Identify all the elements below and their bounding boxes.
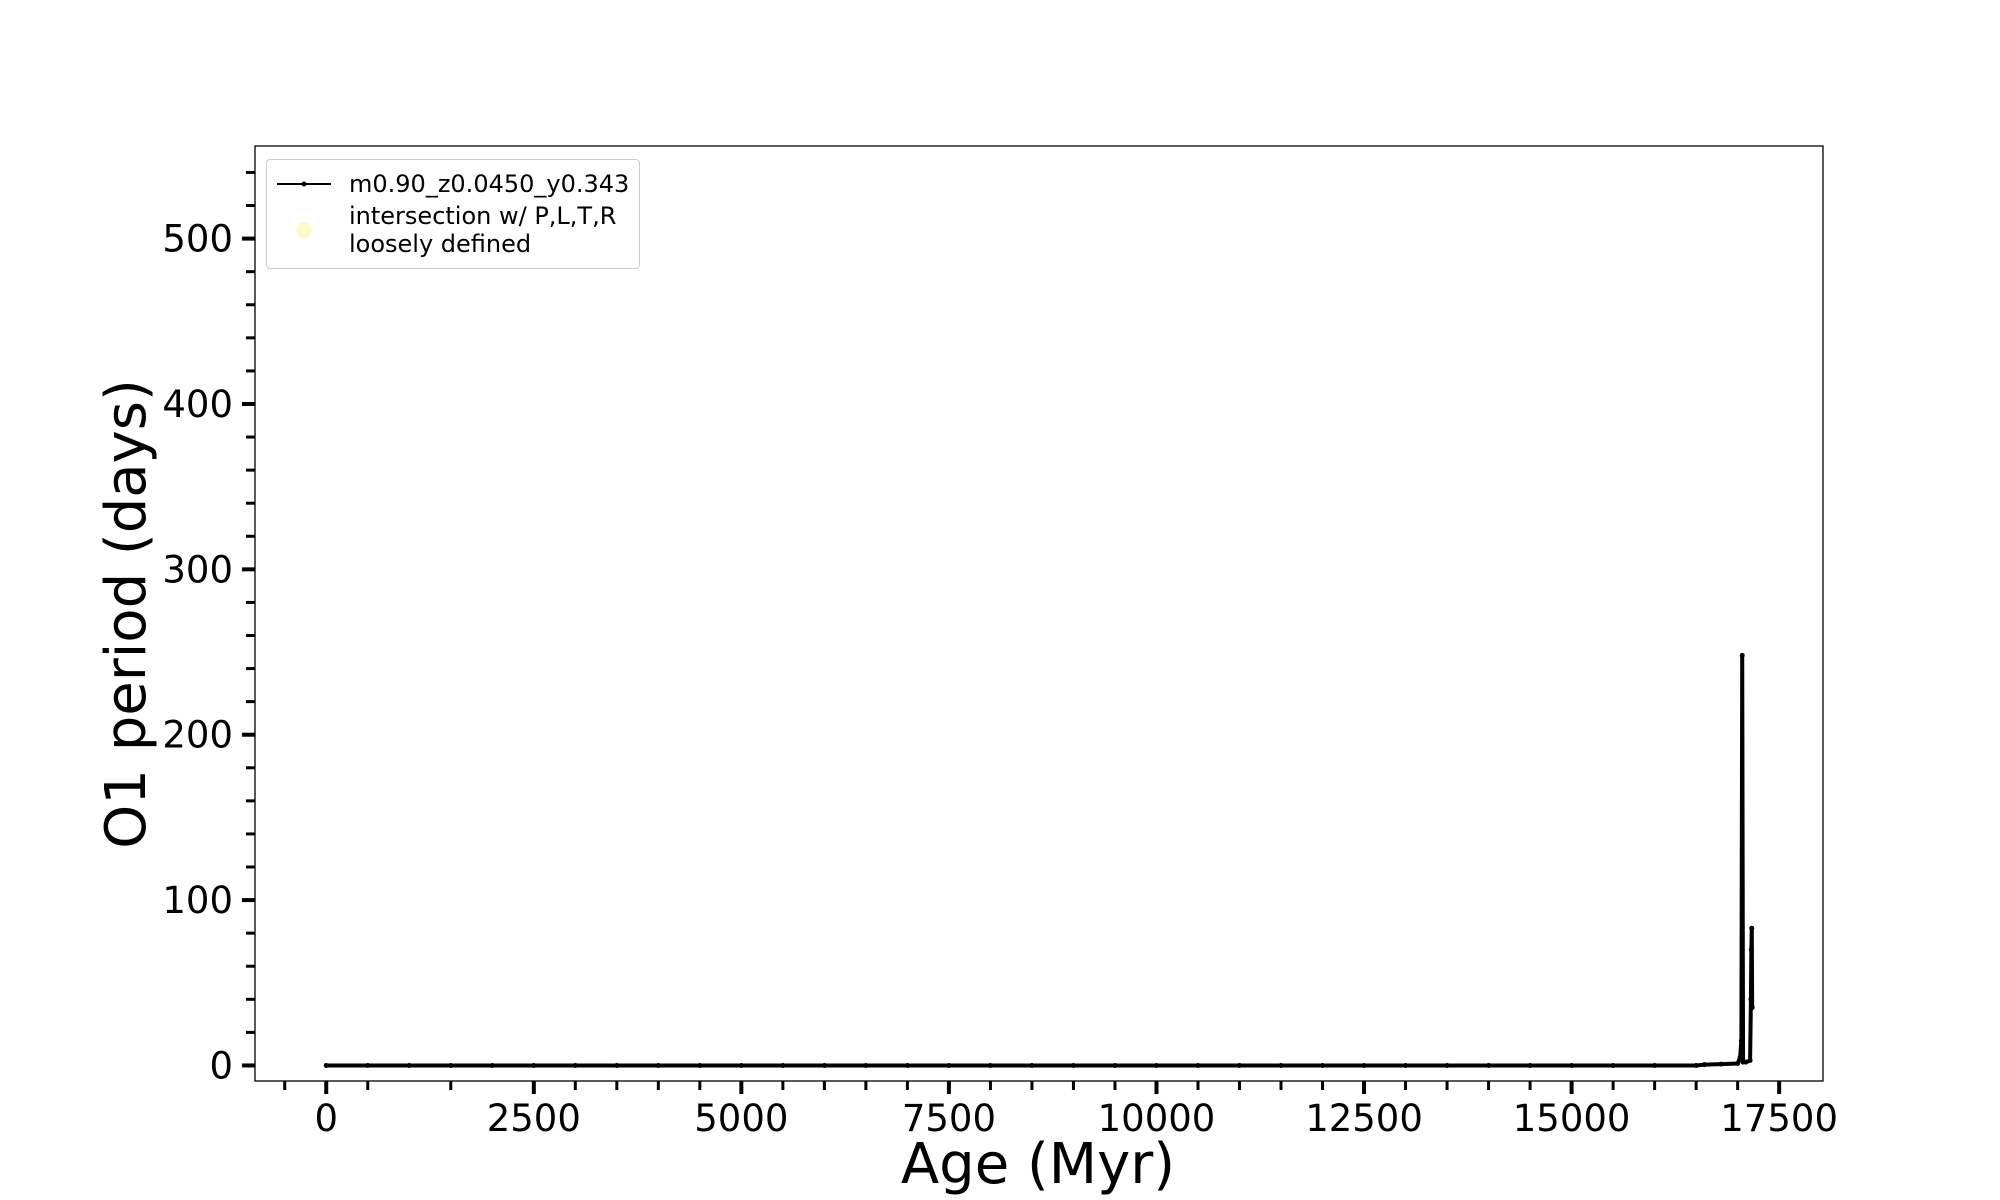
legend-marker [296,222,312,238]
data-point [738,1062,744,1068]
data-point [1237,1062,1243,1068]
data-point [1739,652,1745,658]
x-tick-label: 5000 [694,1097,788,1140]
y-axis-label: O1 period (days) [94,379,159,849]
x-tick-label: 0 [314,1097,338,1140]
x-tick-label: 17500 [1720,1097,1838,1140]
data-point [531,1062,537,1068]
plot-area [254,145,1824,1082]
data-point [1153,1062,1159,1068]
data-point [1652,1062,1658,1068]
x-tick-label: 10000 [1098,1097,1216,1140]
data-point [1486,1062,1492,1068]
data-point [1749,1005,1755,1011]
data-point [780,1062,786,1068]
data-point [1361,1062,1367,1068]
data-point [365,1062,371,1068]
data-point [1718,1061,1724,1067]
legend: m0.90_z0.0450_y0.343 intersection w/ P,L,… [266,159,641,269]
data-point [1444,1062,1450,1068]
data-point [1749,925,1755,931]
y-tick-label: 200 [162,714,233,757]
legend-key [277,181,331,187]
data-point [406,1062,412,1068]
data-point [572,1062,578,1068]
data-point [821,1062,827,1068]
y-tick-label: 500 [162,218,233,261]
legend-entry: m0.90_z0.0450_y0.343 [277,170,629,198]
data-point [904,1062,910,1068]
legend-entry: intersection w/ P,L,T,R loosely defined [277,202,629,258]
data-point [1320,1062,1326,1068]
data-point [946,1062,952,1068]
data-point [1747,1057,1753,1063]
data-point [1569,1062,1575,1068]
data-point [1403,1062,1409,1068]
data-point [614,1062,620,1068]
data-point [448,1062,454,1068]
data-point [1735,1060,1741,1066]
legend-marker [301,181,307,187]
data-point [1743,1059,1749,1065]
x-tick-label: 2500 [487,1097,581,1140]
data-point [1693,1062,1699,1068]
data-point [1610,1062,1616,1068]
legend-label: intersection w/ P,L,T,R loosely defined [349,202,617,258]
data-point [1738,1038,1744,1044]
y-tick-label: 300 [162,548,233,591]
data-point [1748,996,1754,1002]
data-point [323,1062,329,1068]
data-point [1748,947,1754,953]
data-point [863,1062,869,1068]
data-point [1737,1054,1743,1060]
x-tick-label: 7500 [902,1097,996,1140]
data-line [326,653,1755,1068]
data-point [489,1062,495,1068]
data-point [1070,1062,1076,1068]
y-tick-label: 400 [162,383,233,426]
data-point [1029,1062,1035,1068]
x-tick-label: 15000 [1513,1097,1631,1140]
data-point [987,1062,993,1068]
data-point [697,1062,703,1068]
data-point [1112,1062,1118,1068]
legend-key [296,222,312,238]
data-point [1527,1062,1533,1068]
x-tick-label: 12500 [1305,1097,1423,1140]
y-tick-label: 100 [162,879,233,922]
data-point [1278,1062,1284,1068]
legend-label: m0.90_z0.0450_y0.343 [349,170,630,198]
data-point [655,1062,661,1068]
data-point [1701,1062,1707,1068]
data-point [1195,1062,1201,1068]
x-axis-label: Age (Myr) [901,1132,1175,1197]
y-tick-label: 0 [209,1044,233,1087]
